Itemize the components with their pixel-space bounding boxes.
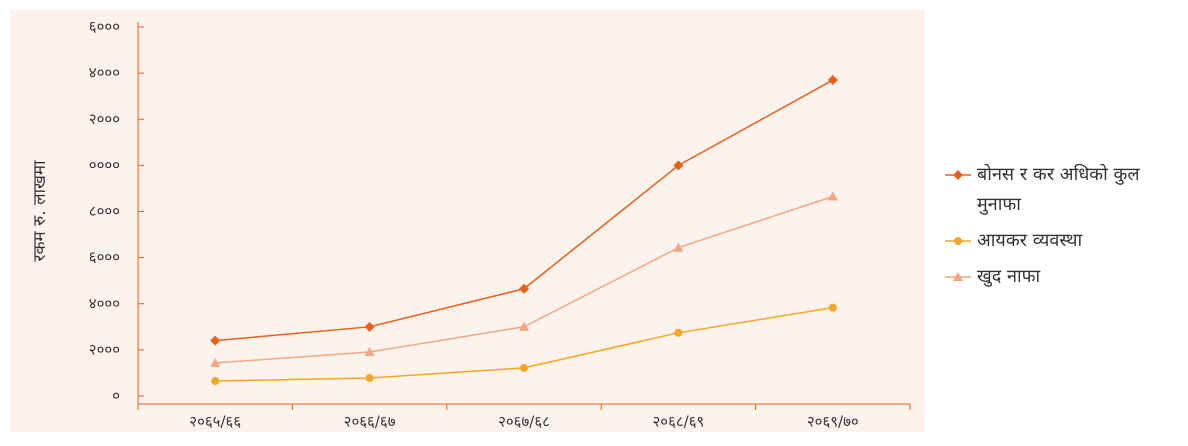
y-tick-label: ४००० [89, 294, 120, 312]
y-tick-label: ०००० [89, 156, 120, 174]
legend-label: खुद नाफा [977, 266, 1041, 287]
marker [519, 283, 529, 294]
legend-icon [945, 170, 971, 180]
marker [827, 191, 838, 201]
marker [828, 303, 837, 312]
marker [954, 237, 962, 245]
marker [364, 321, 375, 332]
legend-entry: बोनस र कर अधिको कुल मुनाफा [945, 160, 1180, 220]
y-tick-label: ६००० [89, 248, 120, 266]
y-tick-label: ६००० [89, 18, 120, 36]
marker [211, 377, 220, 386]
legend-label: बोनस र कर अधिको कुल मुनाफा [977, 164, 1140, 215]
x-tick-label: २०६६/६७ [344, 413, 396, 431]
marker [673, 160, 684, 171]
marker [210, 358, 221, 368]
marker [210, 335, 221, 346]
y-tick-label: ० [112, 387, 120, 405]
marker [519, 321, 529, 331]
marker [520, 363, 528, 372]
marker [365, 374, 374, 383]
x-tick-label: २०६९/७० [807, 413, 859, 431]
marker [953, 272, 963, 281]
plot-background [10, 10, 925, 432]
y-tick-label: ८००० [89, 202, 120, 220]
x-tick-label: २०६७/६८ [498, 413, 550, 431]
x-tick-label: २०६५/६६ [189, 413, 241, 431]
legend-entry: खुद नाफा [945, 262, 1180, 292]
legend: बोनस र कर अधिको कुल मुनाफा आयकर व्यवस्था ख… [945, 160, 1180, 298]
y-tick-label: ४००० [89, 64, 120, 82]
marker [953, 170, 963, 180]
marker [673, 242, 684, 252]
legend-icon [945, 272, 971, 281]
y-axis-label: रकम रु. लाखमा [30, 160, 50, 262]
marker [674, 328, 683, 337]
y-tick-label: २००० [89, 340, 120, 358]
x-tick-label: २०६८/६९ [652, 413, 704, 431]
marker [364, 346, 375, 356]
marker [827, 75, 838, 86]
legend-icon [945, 237, 971, 245]
legend-label: आयकर व्यवस्था [977, 230, 1083, 251]
y-tick-label: २००० [89, 110, 120, 128]
legend-entry: आयकर व्यवस्था [945, 226, 1180, 256]
